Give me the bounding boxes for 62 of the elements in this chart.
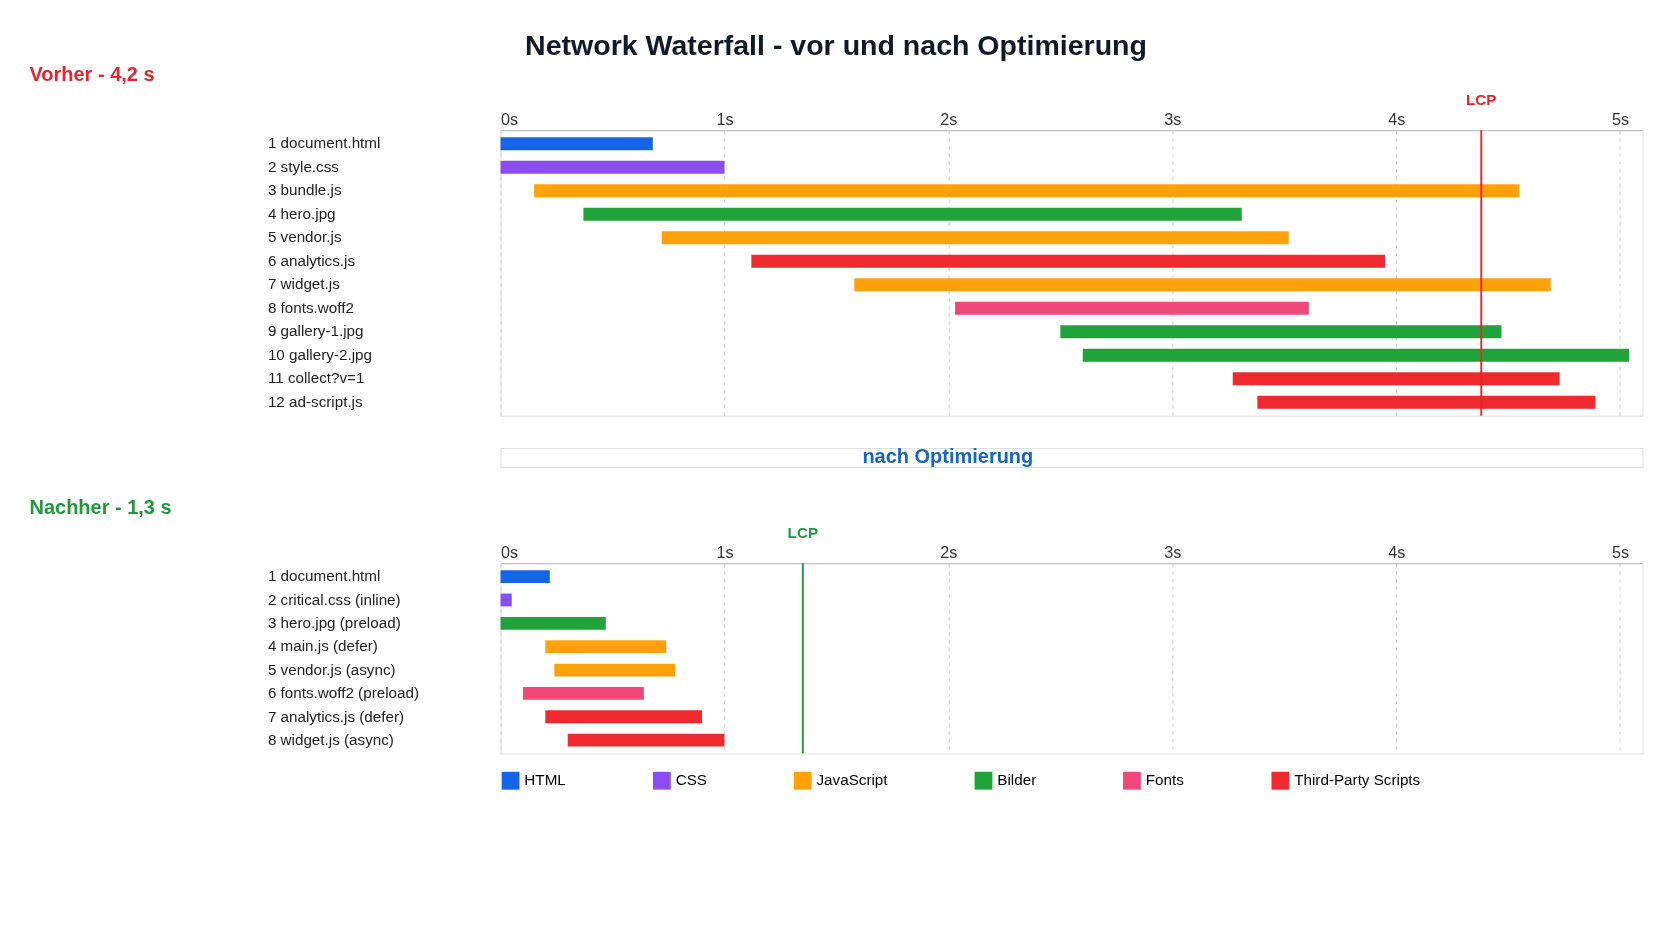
y-tick-label: 1 document.html: [267, 567, 381, 585]
y-tick-label: 11 collect?v=1: [267, 369, 365, 387]
legend-label: Fonts: [1145, 771, 1185, 789]
x-tick-label: 1s: [716, 542, 734, 561]
x-tick-label: 1s: [716, 109, 734, 128]
y-tick-label: 12 ad-script.js: [267, 392, 363, 410]
ref-line-label: LCP: [787, 523, 819, 541]
bar: [567, 733, 725, 747]
bar: [854, 278, 1551, 292]
bar: [534, 184, 1520, 198]
x-tick-label: 5s: [1612, 542, 1630, 561]
legend-label: Bilder: [997, 771, 1037, 789]
x-tick-label: 5s: [1612, 109, 1630, 128]
text: Vorher - 4,2 s: [29, 62, 155, 85]
bar: [522, 686, 644, 700]
x-tick-label: 3s: [1164, 542, 1182, 561]
y-tick-label: 8 fonts.woff2: [267, 298, 354, 316]
y-tick-label: 8 widget.js (async): [267, 730, 394, 748]
x-tick-label: 3s: [1164, 109, 1182, 128]
y-tick-label: 5 vendor.js (async): [267, 660, 396, 678]
y-tick-label: 6 fonts.woff2 (preload): [267, 684, 420, 702]
x-tick-label: 0s: [501, 109, 519, 128]
bar: [751, 254, 1385, 268]
legend-label: CSS: [675, 771, 707, 789]
x-tick-label: 2s: [940, 109, 958, 128]
bar: [1060, 325, 1502, 339]
y-tick-label: 2 critical.css (inline): [267, 590, 401, 608]
bar: [955, 301, 1309, 315]
y-tick-label: 10 gallery-2.jpg: [267, 345, 372, 363]
x-tick-label: 4s: [1388, 542, 1406, 561]
bar: [545, 640, 667, 654]
x-tick-label: 4s: [1388, 109, 1406, 128]
legend-label: JavaScript: [816, 771, 889, 789]
bar: [1082, 348, 1630, 362]
y-tick-label: 3 bundle.js: [267, 181, 342, 199]
legend-label: Third-Party Scripts: [1294, 771, 1421, 789]
bar: [500, 160, 725, 174]
y-tick-label: 2 style.css: [267, 157, 340, 175]
legend-label: HTML: [524, 771, 566, 789]
bar: [661, 231, 1289, 245]
bar: [500, 593, 512, 607]
bar: [545, 710, 703, 724]
bar: [500, 616, 606, 630]
chart-title: Network Waterfall - vor und nach Optimierung: [525, 28, 1147, 61]
bar: [554, 663, 676, 677]
y-tick-label: 1 document.html: [267, 134, 381, 152]
bar: [583, 207, 1242, 221]
y-tick-label: 4 main.js (defer): [267, 637, 378, 655]
y-tick-label: 6 analytics.js: [267, 251, 356, 269]
y-tick-label: 9 gallery-1.jpg: [267, 322, 364, 340]
y-tick-label: 5 vendor.js: [267, 228, 342, 246]
bar: [500, 137, 653, 151]
y-tick-label: 7 widget.js: [267, 275, 341, 293]
y-tick-label: 3 hero.jpg (preload): [267, 614, 401, 632]
y-tick-label: 7 analytics.js (defer): [267, 707, 405, 725]
x-tick-label: 0s: [501, 542, 519, 561]
text: nach Optimierung: [862, 445, 1034, 468]
ref-line-label: LCP: [1466, 90, 1497, 108]
bar: [500, 570, 550, 584]
text: Nachher - 1,3 s: [29, 495, 172, 518]
x-tick-label: 2s: [940, 542, 958, 561]
y-tick-label: 4 hero.jpg: [267, 204, 336, 222]
